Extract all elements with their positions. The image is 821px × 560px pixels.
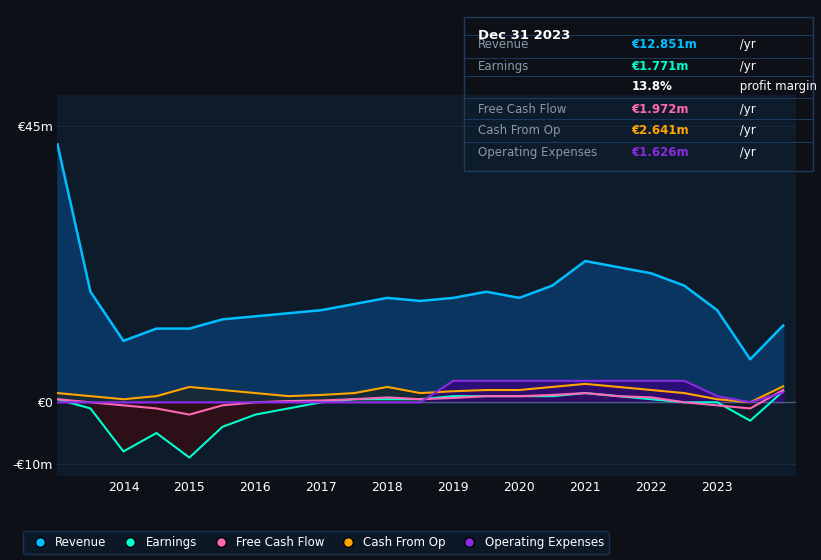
Text: Cash From Op: Cash From Op [478, 124, 560, 137]
Text: Free Cash Flow: Free Cash Flow [478, 102, 566, 116]
Text: /yr: /yr [736, 38, 756, 51]
Text: Earnings: Earnings [478, 59, 530, 73]
Text: /yr: /yr [736, 59, 756, 73]
Text: Dec 31 2023: Dec 31 2023 [478, 29, 571, 42]
Text: Revenue: Revenue [478, 38, 530, 51]
Text: /yr: /yr [736, 146, 756, 159]
Text: /yr: /yr [736, 124, 756, 137]
Text: Operating Expenses: Operating Expenses [478, 146, 597, 159]
Text: €1.771m: €1.771m [631, 59, 689, 73]
Text: profit margin: profit margin [736, 80, 817, 92]
Text: €12.851m: €12.851m [631, 38, 697, 51]
Text: 13.8%: 13.8% [631, 80, 672, 92]
Text: /yr: /yr [736, 102, 756, 116]
Text: €1.626m: €1.626m [631, 146, 689, 159]
Text: €2.641m: €2.641m [631, 124, 689, 137]
Text: €1.972m: €1.972m [631, 102, 689, 116]
Legend: Revenue, Earnings, Free Cash Flow, Cash From Op, Operating Expenses: Revenue, Earnings, Free Cash Flow, Cash … [24, 531, 608, 554]
